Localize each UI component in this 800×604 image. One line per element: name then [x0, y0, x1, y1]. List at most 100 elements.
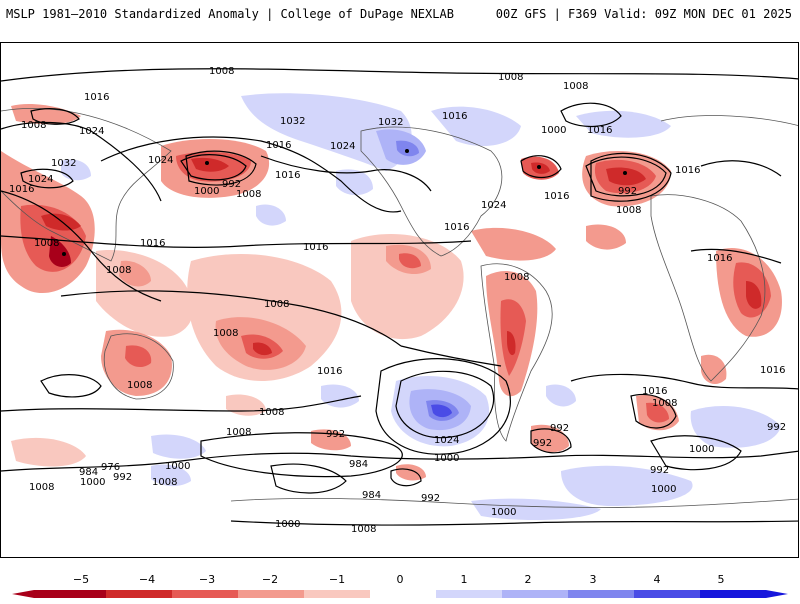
colorbar-tick: −2: [262, 573, 278, 586]
anomaly-neg-maritime: [96, 250, 194, 337]
isobar-label: 1024: [481, 200, 506, 211]
low-center-dot: [62, 252, 66, 256]
colorbar-bin: [502, 590, 568, 598]
map-panel: 1008 1016 1008 1024 1032 1024 1016 1008 …: [0, 42, 799, 558]
isobar-label: 1008: [563, 81, 588, 92]
colorbar-tick: 0: [397, 573, 404, 586]
isobar-label: 1016: [303, 242, 328, 253]
colorbar-tick: 2: [525, 573, 532, 586]
colorbar-tick: −1: [329, 573, 345, 586]
isobar-label: 1016: [140, 238, 165, 249]
isobar-label: 1008: [264, 299, 289, 310]
colorbar-bin: [106, 590, 172, 598]
isobar-label: 992: [421, 493, 440, 504]
isobar-label: 1000: [80, 477, 105, 488]
isobar-label: 992: [113, 472, 132, 483]
isobar-label: 1008: [498, 72, 523, 83]
isobar-label: 1000: [689, 444, 714, 455]
isobar-label: 1016: [642, 386, 667, 397]
isobar-label: 1008: [29, 482, 54, 493]
colorbar-bin: [304, 590, 370, 598]
isobar-label: 992: [767, 422, 786, 433]
colorbar-bin: [34, 590, 106, 598]
colorbar: −5 −4 −3 −2 −1 0 1 2 3 4 5: [0, 570, 800, 600]
colorbar-bin: [436, 590, 502, 598]
isobar-label: 1032: [51, 158, 76, 169]
isobar-label: 1000: [541, 125, 566, 136]
isobar-label: 1024: [148, 155, 173, 166]
colorbar-bin: [172, 590, 238, 598]
isobar-label: 1016: [544, 191, 569, 202]
isobar-label: 984: [79, 467, 98, 478]
low-center-dot: [537, 165, 541, 169]
isobar-label: 1016: [760, 365, 785, 376]
isobar-label: 1008: [236, 189, 261, 200]
isobar-label: 1016: [9, 184, 34, 195]
colorbar-bin: [370, 590, 436, 598]
isobar-label: 1016: [442, 111, 467, 122]
anomaly-pos-canada: [241, 93, 412, 171]
isobar-label: 1000: [434, 453, 459, 464]
isobar-label: 1016: [675, 165, 700, 176]
colorbar-bin: [568, 590, 634, 598]
anomaly-neg-epac: [351, 233, 464, 340]
anomaly-shading: [1, 93, 782, 521]
isobar-label: 976: [101, 462, 120, 473]
colorbar-tick: −3: [199, 573, 215, 586]
map-title: MSLP 1981–2010 Standardized Anomaly | Co…: [6, 7, 454, 21]
isobar-label: 1000: [491, 507, 516, 518]
isobar-label: 1016: [444, 222, 469, 233]
isobar-label: 1024: [28, 174, 53, 185]
isobar-label: 1008: [209, 66, 234, 77]
colorbar-svg: −5 −4 −3 −2 −1 0 1 2 3 4 5: [12, 573, 788, 598]
isobar-label: 1008: [504, 272, 529, 283]
isobar-label: 1016: [84, 92, 109, 103]
isobar-label: 1000: [275, 519, 300, 530]
colorbar-bin: [634, 590, 700, 598]
isobar-label: 1016: [266, 140, 291, 151]
isobar-label: 992: [222, 179, 241, 190]
isobar-label: 1032: [378, 117, 403, 128]
isobar-label: 1008: [21, 120, 46, 131]
colorbar-tick: 5: [718, 573, 725, 586]
colorbar-tick: −5: [73, 573, 89, 586]
anomaly-pos-southernocean: [561, 465, 693, 506]
isobar-label: 992: [618, 186, 637, 197]
isobar-label: 1032: [280, 116, 305, 127]
isobar-label: 992: [650, 465, 669, 476]
isobar-label: 1016: [707, 253, 732, 264]
colorbar-tick: 1: [461, 573, 468, 586]
isobar-label: 1016: [317, 366, 342, 377]
isobar-label: 1008: [106, 265, 131, 276]
isobar-label: 1016: [587, 125, 612, 136]
isobar-label: 1024: [434, 435, 459, 446]
isobar-label: 1024: [79, 126, 104, 137]
isobar-label: 1008: [226, 427, 251, 438]
isobar-label: 1024: [330, 141, 355, 152]
colorbar-tick: 3: [590, 573, 597, 586]
isobar-label: 1008: [652, 398, 677, 409]
model-run-info: 00Z GFS | F369 Valid: 09Z MON DEC 01 202…: [495, 7, 792, 21]
isobar-label: 1008: [127, 380, 152, 391]
colorbar-bin: [700, 590, 766, 598]
isobar-label: 1000: [651, 484, 676, 495]
colorbar-tick: −4: [139, 573, 155, 586]
isobar-label: 1000: [165, 461, 190, 472]
isobar-label: 1008: [259, 407, 284, 418]
isobar-label: 1008: [616, 205, 641, 216]
low-center-dot: [623, 171, 627, 175]
isobar-label: 1008: [34, 238, 59, 249]
isobar-label: 984: [362, 490, 381, 501]
isobar-label: 992: [533, 438, 552, 449]
isobar-label: 1008: [213, 328, 238, 339]
header: MSLP 1981–2010 Standardized Anomaly | Co…: [0, 0, 800, 30]
colorbar-arrow-right: [766, 590, 788, 598]
colorbar-bin: [238, 590, 304, 598]
isobar-label: 1008: [351, 524, 376, 535]
anomaly-map: 1008 1016 1008 1024 1032 1024 1016 1008 …: [1, 66, 798, 535]
isobar-label: 984: [349, 459, 368, 470]
high-center-dot: [405, 149, 409, 153]
isobar-label: 992: [326, 429, 345, 440]
isobar-labels: 1008 1016 1008 1024 1032 1024 1016 1008 …: [9, 66, 786, 535]
isobar-label: 1008: [152, 477, 177, 488]
